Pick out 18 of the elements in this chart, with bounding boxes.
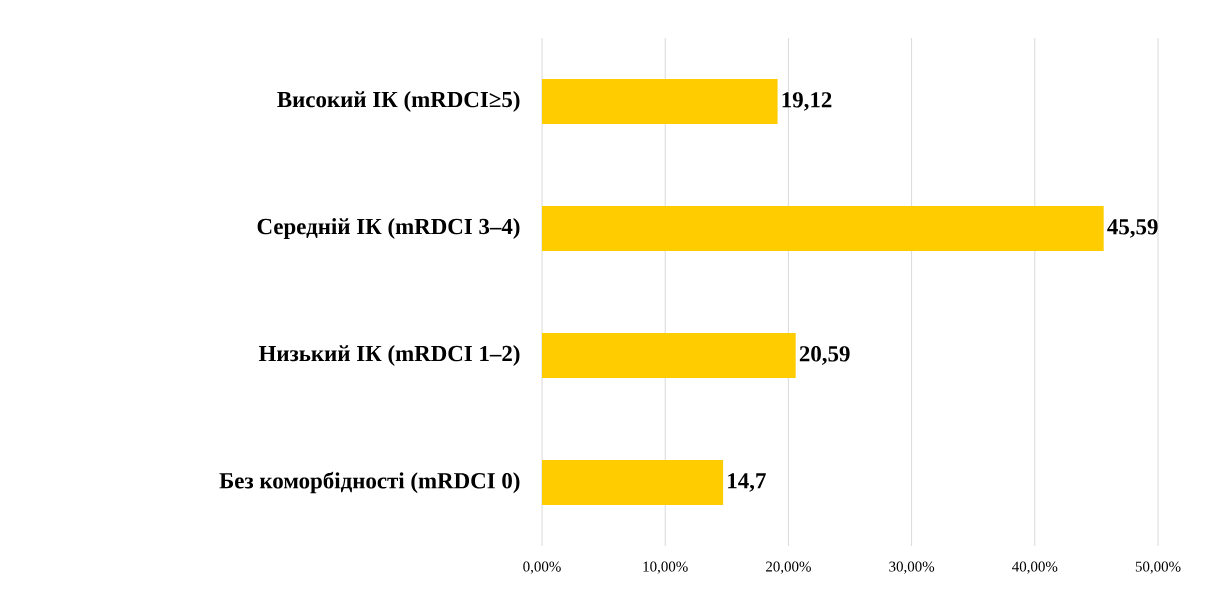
data-label: 45,59 [1107,219,1158,238]
y-tick-label: Високий ІК (mRDCI≥5) [277,91,520,112]
y-tick-label: Середній ІК (mRDCI 3–4) [257,218,520,239]
bar [542,333,796,379]
y-tick-label: Низький ІК (mRDCI 1–2) [258,345,520,366]
data-label: 14,7 [728,473,766,492]
y-tick-label: Без коморбідності (mRDCI 0) [219,471,520,494]
x-tick-label: 30,00% [889,561,935,574]
data-label: 20,59 [799,346,850,365]
data-label: 19,12 [782,92,832,111]
x-tick-label: 0,00% [523,561,561,574]
x-tick-label: 20,00% [766,561,811,574]
bar [542,79,778,124]
x-tick-label: 10,00% [643,561,688,574]
x-tick-label: 50,00% [1135,561,1181,574]
bar [542,206,1104,251]
bar [542,460,724,506]
x-tick-label: 40,00% [1012,561,1058,574]
